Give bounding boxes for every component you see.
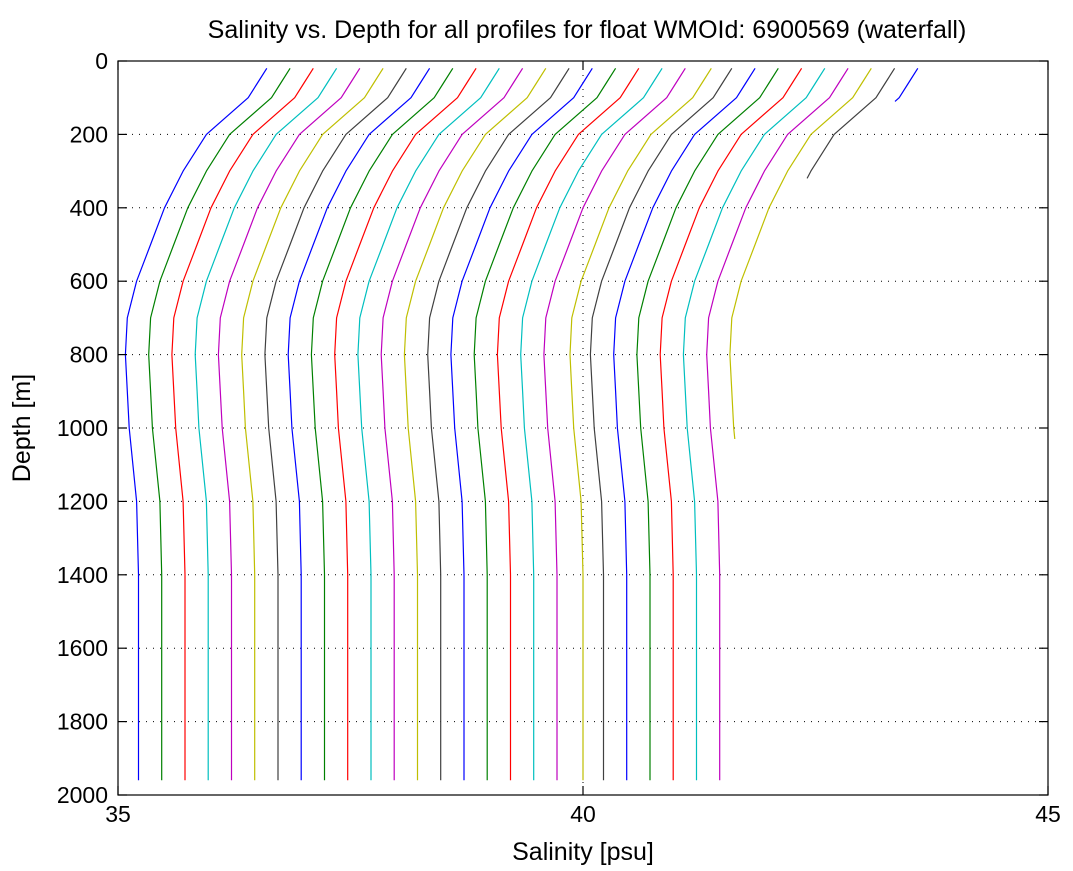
profile-line — [729, 67, 872, 440]
axis-ticks — [117, 60, 1049, 796]
y-tick-label: 1800 — [57, 709, 108, 735]
x-axis-label: Salinity [psu] — [512, 838, 654, 866]
profile-line — [171, 67, 314, 781]
profile-line — [473, 67, 617, 781]
profile-line — [241, 67, 384, 781]
profile-lines — [124, 67, 919, 781]
profile-line — [682, 67, 826, 781]
profile-line — [194, 67, 338, 781]
profile-line — [334, 67, 477, 781]
x-tick-labels: 35 40 45 — [105, 801, 1061, 827]
x-tick-label: 40 — [570, 801, 596, 827]
profile-line — [659, 67, 803, 781]
profile-line — [613, 67, 756, 781]
profile-line — [403, 67, 547, 781]
y-tick-label: 1400 — [57, 562, 108, 588]
profile-line — [806, 67, 896, 179]
profile-line — [543, 67, 686, 781]
y-tick-label: 600 — [70, 268, 108, 294]
x-tick-label: 45 — [1035, 801, 1061, 827]
chart-title: Salinity vs. Depth for all profiles for … — [208, 16, 967, 44]
profile-line — [706, 67, 849, 781]
profile-line — [264, 67, 407, 781]
profile-line — [287, 67, 431, 781]
y-axis-label: Depth [m] — [8, 374, 36, 482]
x-tick-label: 35 — [105, 801, 131, 827]
profile-line — [520, 67, 663, 781]
profile-line — [894, 67, 919, 102]
profile-line — [357, 67, 500, 781]
profile-line — [636, 67, 779, 781]
grid-lines — [118, 61, 1048, 795]
profile-line — [569, 67, 712, 781]
profile-line — [450, 67, 593, 781]
profile-line — [217, 67, 361, 781]
y-tick-label: 1600 — [57, 635, 108, 661]
y-tick-label: 2000 — [57, 782, 108, 808]
profile-line — [124, 67, 268, 781]
y-tick-label: 1200 — [57, 488, 108, 514]
y-tick-label: 200 — [70, 121, 108, 147]
profile-line — [310, 67, 454, 781]
profile-line — [148, 67, 291, 781]
y-tick-labels: 0 200 400 600 800 1000 1200 1400 1600 1800 2000 — [57, 48, 108, 808]
profile-line — [496, 67, 640, 781]
profile-line — [427, 67, 570, 781]
y-tick-label: 0 — [95, 48, 108, 74]
y-tick-label: 1000 — [57, 415, 108, 441]
profile-line — [380, 67, 524, 781]
y-tick-label: 800 — [70, 342, 108, 368]
profile-line — [589, 67, 733, 781]
y-tick-label: 400 — [70, 195, 108, 221]
